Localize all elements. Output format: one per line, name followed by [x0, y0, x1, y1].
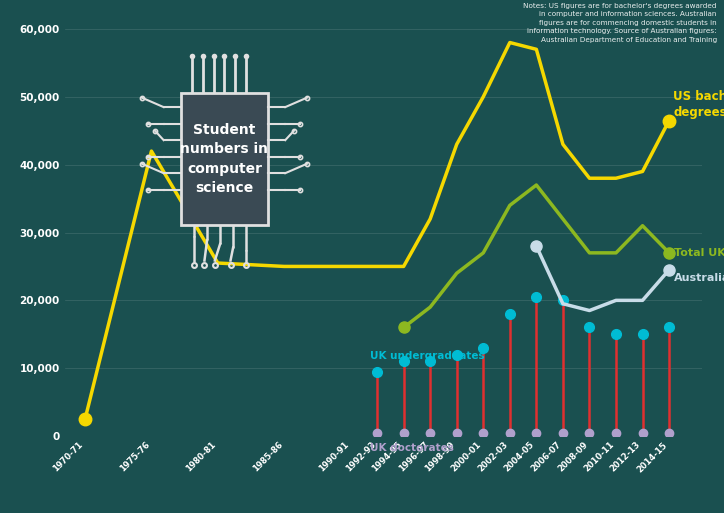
Text: UK undergraduates: UK undergraduates	[371, 351, 485, 362]
Text: Australia: Australia	[675, 273, 724, 283]
Text: UK doctorates: UK doctorates	[371, 443, 455, 453]
Text: Student
numbers in
computer
science: Student numbers in computer science	[180, 123, 269, 195]
FancyBboxPatch shape	[181, 93, 268, 225]
Text: Total UK: Total UK	[675, 248, 724, 258]
Text: US bachelor's
degrees: US bachelor's degrees	[673, 90, 724, 119]
Text: Notes: US figures are for bachelor's degrees awarded
in computer and information: Notes: US figures are for bachelor's deg…	[523, 3, 717, 43]
